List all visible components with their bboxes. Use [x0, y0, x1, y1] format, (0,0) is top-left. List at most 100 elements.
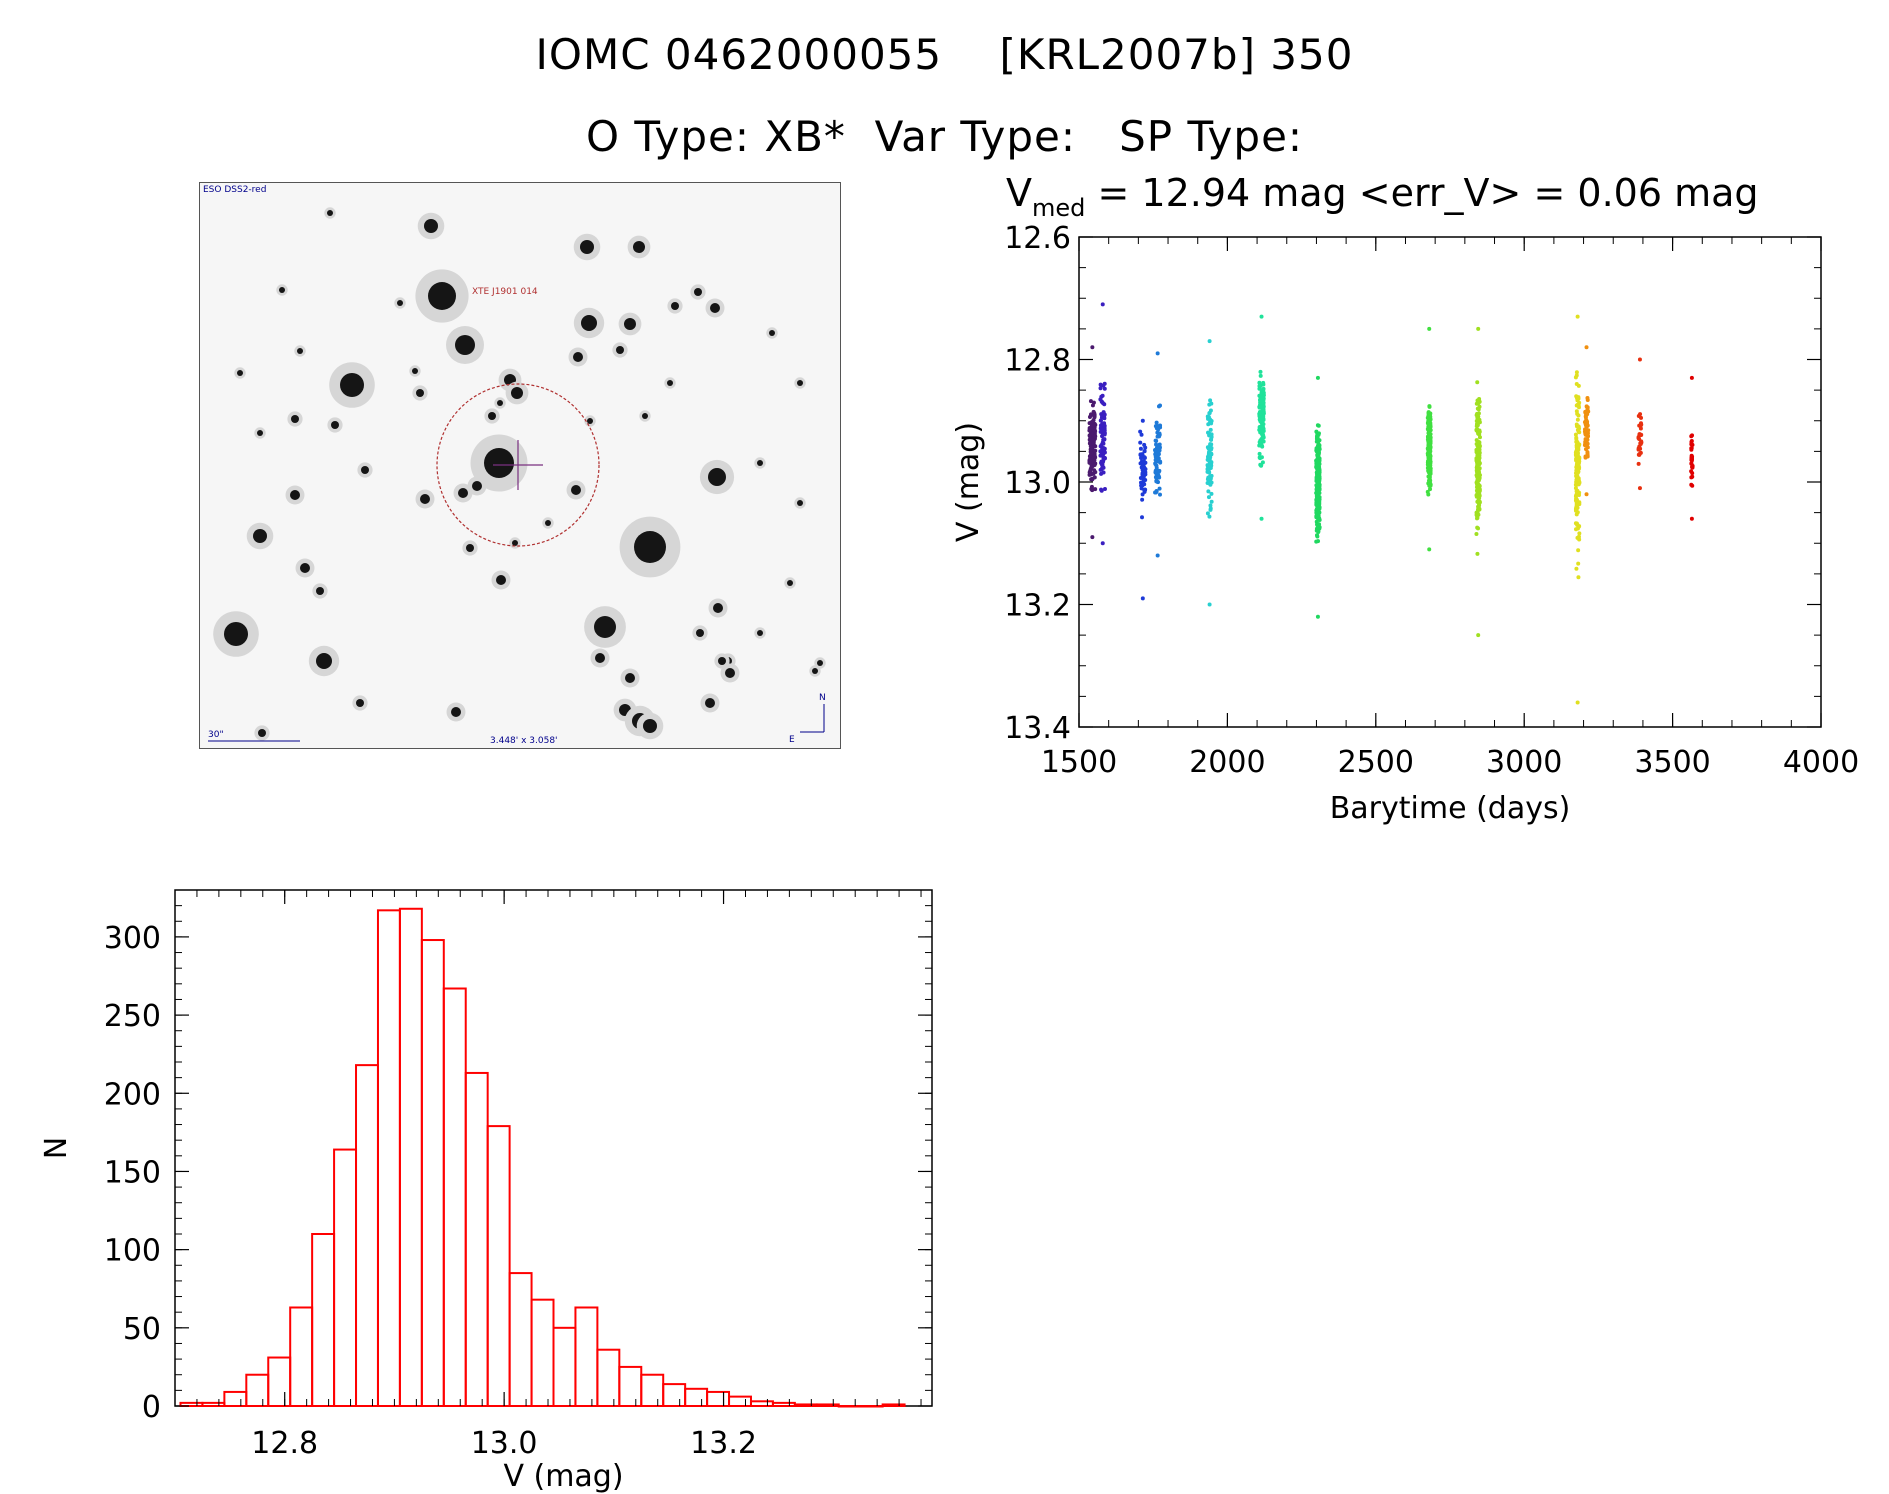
lc-point — [1209, 442, 1214, 447]
lc-point — [1316, 529, 1321, 534]
star — [633, 241, 645, 253]
lc-point — [1257, 451, 1262, 456]
lc-point — [1427, 439, 1432, 444]
star — [279, 287, 285, 293]
lc-point — [1475, 380, 1480, 385]
lc-point — [1101, 422, 1106, 427]
lc-point — [1157, 492, 1162, 497]
star — [511, 387, 523, 399]
lc-point — [1474, 516, 1479, 521]
lc-point — [1689, 461, 1694, 466]
star — [797, 500, 803, 506]
hist-bar — [420, 939, 445, 1407]
lc-point — [1476, 486, 1481, 491]
lc-xtick-label: 1500 — [1041, 745, 1117, 780]
hist-bar — [596, 1348, 621, 1408]
lc-point — [1139, 432, 1144, 437]
lc-point — [1154, 420, 1159, 425]
hist-bar — [771, 1401, 796, 1407]
star — [496, 575, 506, 585]
lc-ytick-label: 12.6 — [1004, 221, 1071, 256]
lc-point — [1577, 531, 1582, 536]
lc-point — [1088, 425, 1093, 430]
lc-point — [1100, 465, 1105, 470]
lc-point — [1205, 463, 1210, 468]
lc-point — [1689, 375, 1694, 380]
lc-point — [1258, 398, 1263, 403]
lc-point — [1584, 345, 1589, 350]
hist-bar — [398, 907, 423, 1407]
lc-point — [1574, 492, 1579, 497]
star — [594, 616, 616, 638]
lc-point — [1428, 482, 1433, 487]
lc-point — [1258, 441, 1263, 446]
hist-bar — [464, 1071, 489, 1407]
hist-ytick-label: 0 — [142, 1390, 161, 1425]
lc-point — [1636, 461, 1641, 466]
star — [412, 368, 418, 374]
lc-point — [1209, 401, 1214, 406]
hist-bar — [815, 1403, 840, 1408]
lc-point — [1207, 411, 1212, 416]
lc-point — [1141, 465, 1146, 470]
lc-frame — [1078, 236, 1822, 728]
lc-point — [1208, 427, 1213, 432]
hist-bar — [201, 1401, 226, 1407]
lc-point — [1574, 471, 1579, 476]
lc-point — [1208, 398, 1213, 403]
lc-point — [1089, 484, 1094, 489]
lc-point — [1157, 432, 1162, 437]
star — [290, 490, 300, 500]
lc-point — [1099, 471, 1104, 476]
lc-point — [1475, 419, 1480, 424]
lc-point — [1573, 432, 1578, 437]
lc-point — [1156, 447, 1161, 452]
lc-point — [1315, 435, 1320, 440]
lc-point — [1582, 420, 1587, 425]
lc-point — [1259, 463, 1264, 468]
lc-point — [1138, 452, 1143, 457]
star — [713, 603, 723, 613]
lc-point — [1575, 314, 1580, 319]
lc-point — [1101, 445, 1106, 450]
lc-point — [1140, 596, 1145, 601]
lc-point — [1585, 445, 1590, 450]
lc-point — [1205, 511, 1210, 516]
lc-point — [1158, 403, 1163, 408]
lc-point — [1573, 507, 1578, 512]
star — [642, 413, 648, 419]
lc-point — [1259, 404, 1264, 409]
lc-point — [1089, 451, 1094, 456]
lc-point — [1092, 475, 1097, 480]
lc-point — [1689, 438, 1694, 443]
star — [769, 330, 775, 336]
lc-point — [1315, 502, 1320, 507]
lc-point — [1315, 452, 1320, 457]
hist-bar — [508, 1272, 533, 1408]
hist-bar — [355, 1064, 379, 1408]
star — [725, 668, 735, 678]
lc-point — [1425, 460, 1430, 465]
star — [571, 485, 581, 495]
lc-point — [1260, 460, 1265, 465]
lc-point — [1476, 467, 1481, 472]
lc-point — [1098, 449, 1103, 454]
lc-point — [1259, 516, 1264, 521]
lc-point — [1153, 447, 1158, 452]
lc-point — [1317, 445, 1322, 450]
hist-bar — [706, 1390, 731, 1407]
star — [667, 380, 673, 386]
hist-bar — [749, 1400, 774, 1407]
hist-ytick-label: 200 — [104, 1077, 161, 1112]
lc-point — [1574, 502, 1579, 507]
lc-point — [1259, 425, 1264, 430]
star — [587, 418, 593, 424]
hist-bar — [662, 1383, 687, 1408]
star — [757, 460, 763, 466]
lc-point — [1093, 487, 1098, 492]
lc-point — [1098, 418, 1103, 423]
star — [451, 707, 461, 717]
lc-point — [1428, 432, 1433, 437]
lc-point — [1155, 424, 1160, 429]
lc-ytick-label: 13.4 — [1004, 711, 1071, 746]
